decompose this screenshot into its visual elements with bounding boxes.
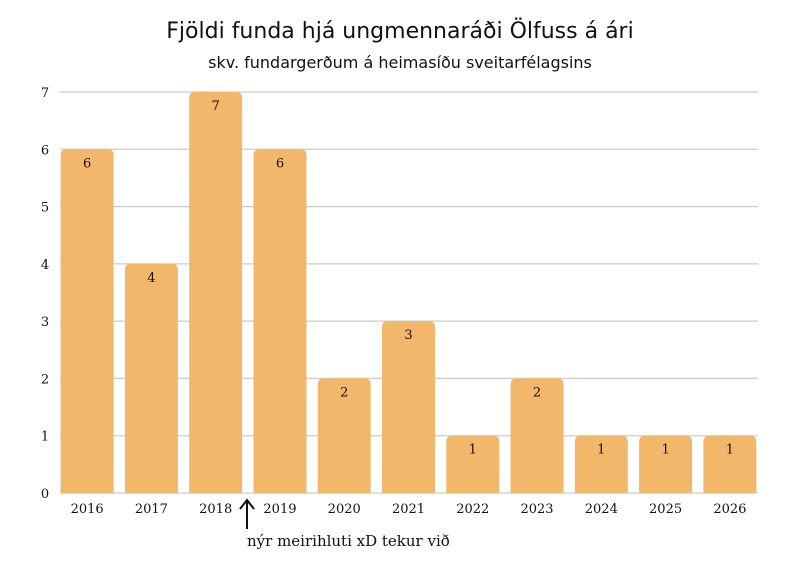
- y-tick-label: 1: [41, 430, 49, 445]
- y-tick-label: 7: [41, 86, 49, 101]
- y-tick-label: 6: [41, 143, 49, 158]
- x-tick-label: 2021: [392, 502, 425, 517]
- data-label: 6: [83, 156, 91, 171]
- x-tick-label: 2020: [328, 502, 361, 517]
- data-label: 4: [147, 271, 155, 286]
- y-tick-label: 4: [41, 258, 49, 273]
- annotation-text: nýr meirihluti xD tekur við: [247, 532, 450, 550]
- x-tick-label: 2024: [585, 502, 618, 517]
- x-tick-label: 2026: [713, 502, 746, 517]
- data-label: 3: [404, 328, 412, 343]
- data-label: 1: [597, 443, 605, 458]
- x-tick-label: 2016: [71, 502, 104, 517]
- data-label: 2: [533, 385, 541, 400]
- bar-2020: [317, 378, 371, 493]
- data-label: 2: [340, 385, 348, 400]
- bar-2016: [60, 149, 114, 494]
- bar-2022: [446, 435, 500, 493]
- data-label: 6: [276, 156, 284, 171]
- bar-2024: [574, 435, 628, 493]
- x-tick-label: 2025: [649, 502, 682, 517]
- bar-2018: [189, 92, 243, 493]
- data-label: 7: [212, 99, 220, 114]
- data-label: 1: [469, 443, 477, 458]
- bar-2023: [510, 378, 564, 493]
- bar-2026: [703, 435, 757, 493]
- chart-title: Fjöldi funda hjá ungmennaráði Ölfuss á á…: [166, 18, 633, 44]
- x-tick-label: 2019: [263, 502, 296, 517]
- annotation: nýr meirihluti xD tekur við: [239, 498, 450, 550]
- data-label: 1: [726, 443, 734, 458]
- x-tick-label: 2023: [520, 502, 553, 517]
- x-tick-label: 2022: [456, 502, 489, 517]
- bar-2017: [124, 263, 178, 493]
- bar-2025: [639, 435, 693, 493]
- y-tick-label: 2: [41, 372, 49, 387]
- annotation-arrowhead: [239, 498, 255, 510]
- data-label: 1: [661, 443, 669, 458]
- y-tick-label: 3: [41, 315, 49, 330]
- y-tick-label: 0: [41, 487, 49, 502]
- x-tick-label: 2018: [199, 502, 232, 517]
- y-tick-label: 5: [41, 201, 49, 216]
- x-tick-label: 2017: [135, 502, 168, 517]
- chart-subtitle: skv. fundargerðum á heimasíðu sveitarfél…: [208, 53, 592, 72]
- bar-2021: [382, 321, 435, 493]
- bar-2019: [253, 149, 307, 494]
